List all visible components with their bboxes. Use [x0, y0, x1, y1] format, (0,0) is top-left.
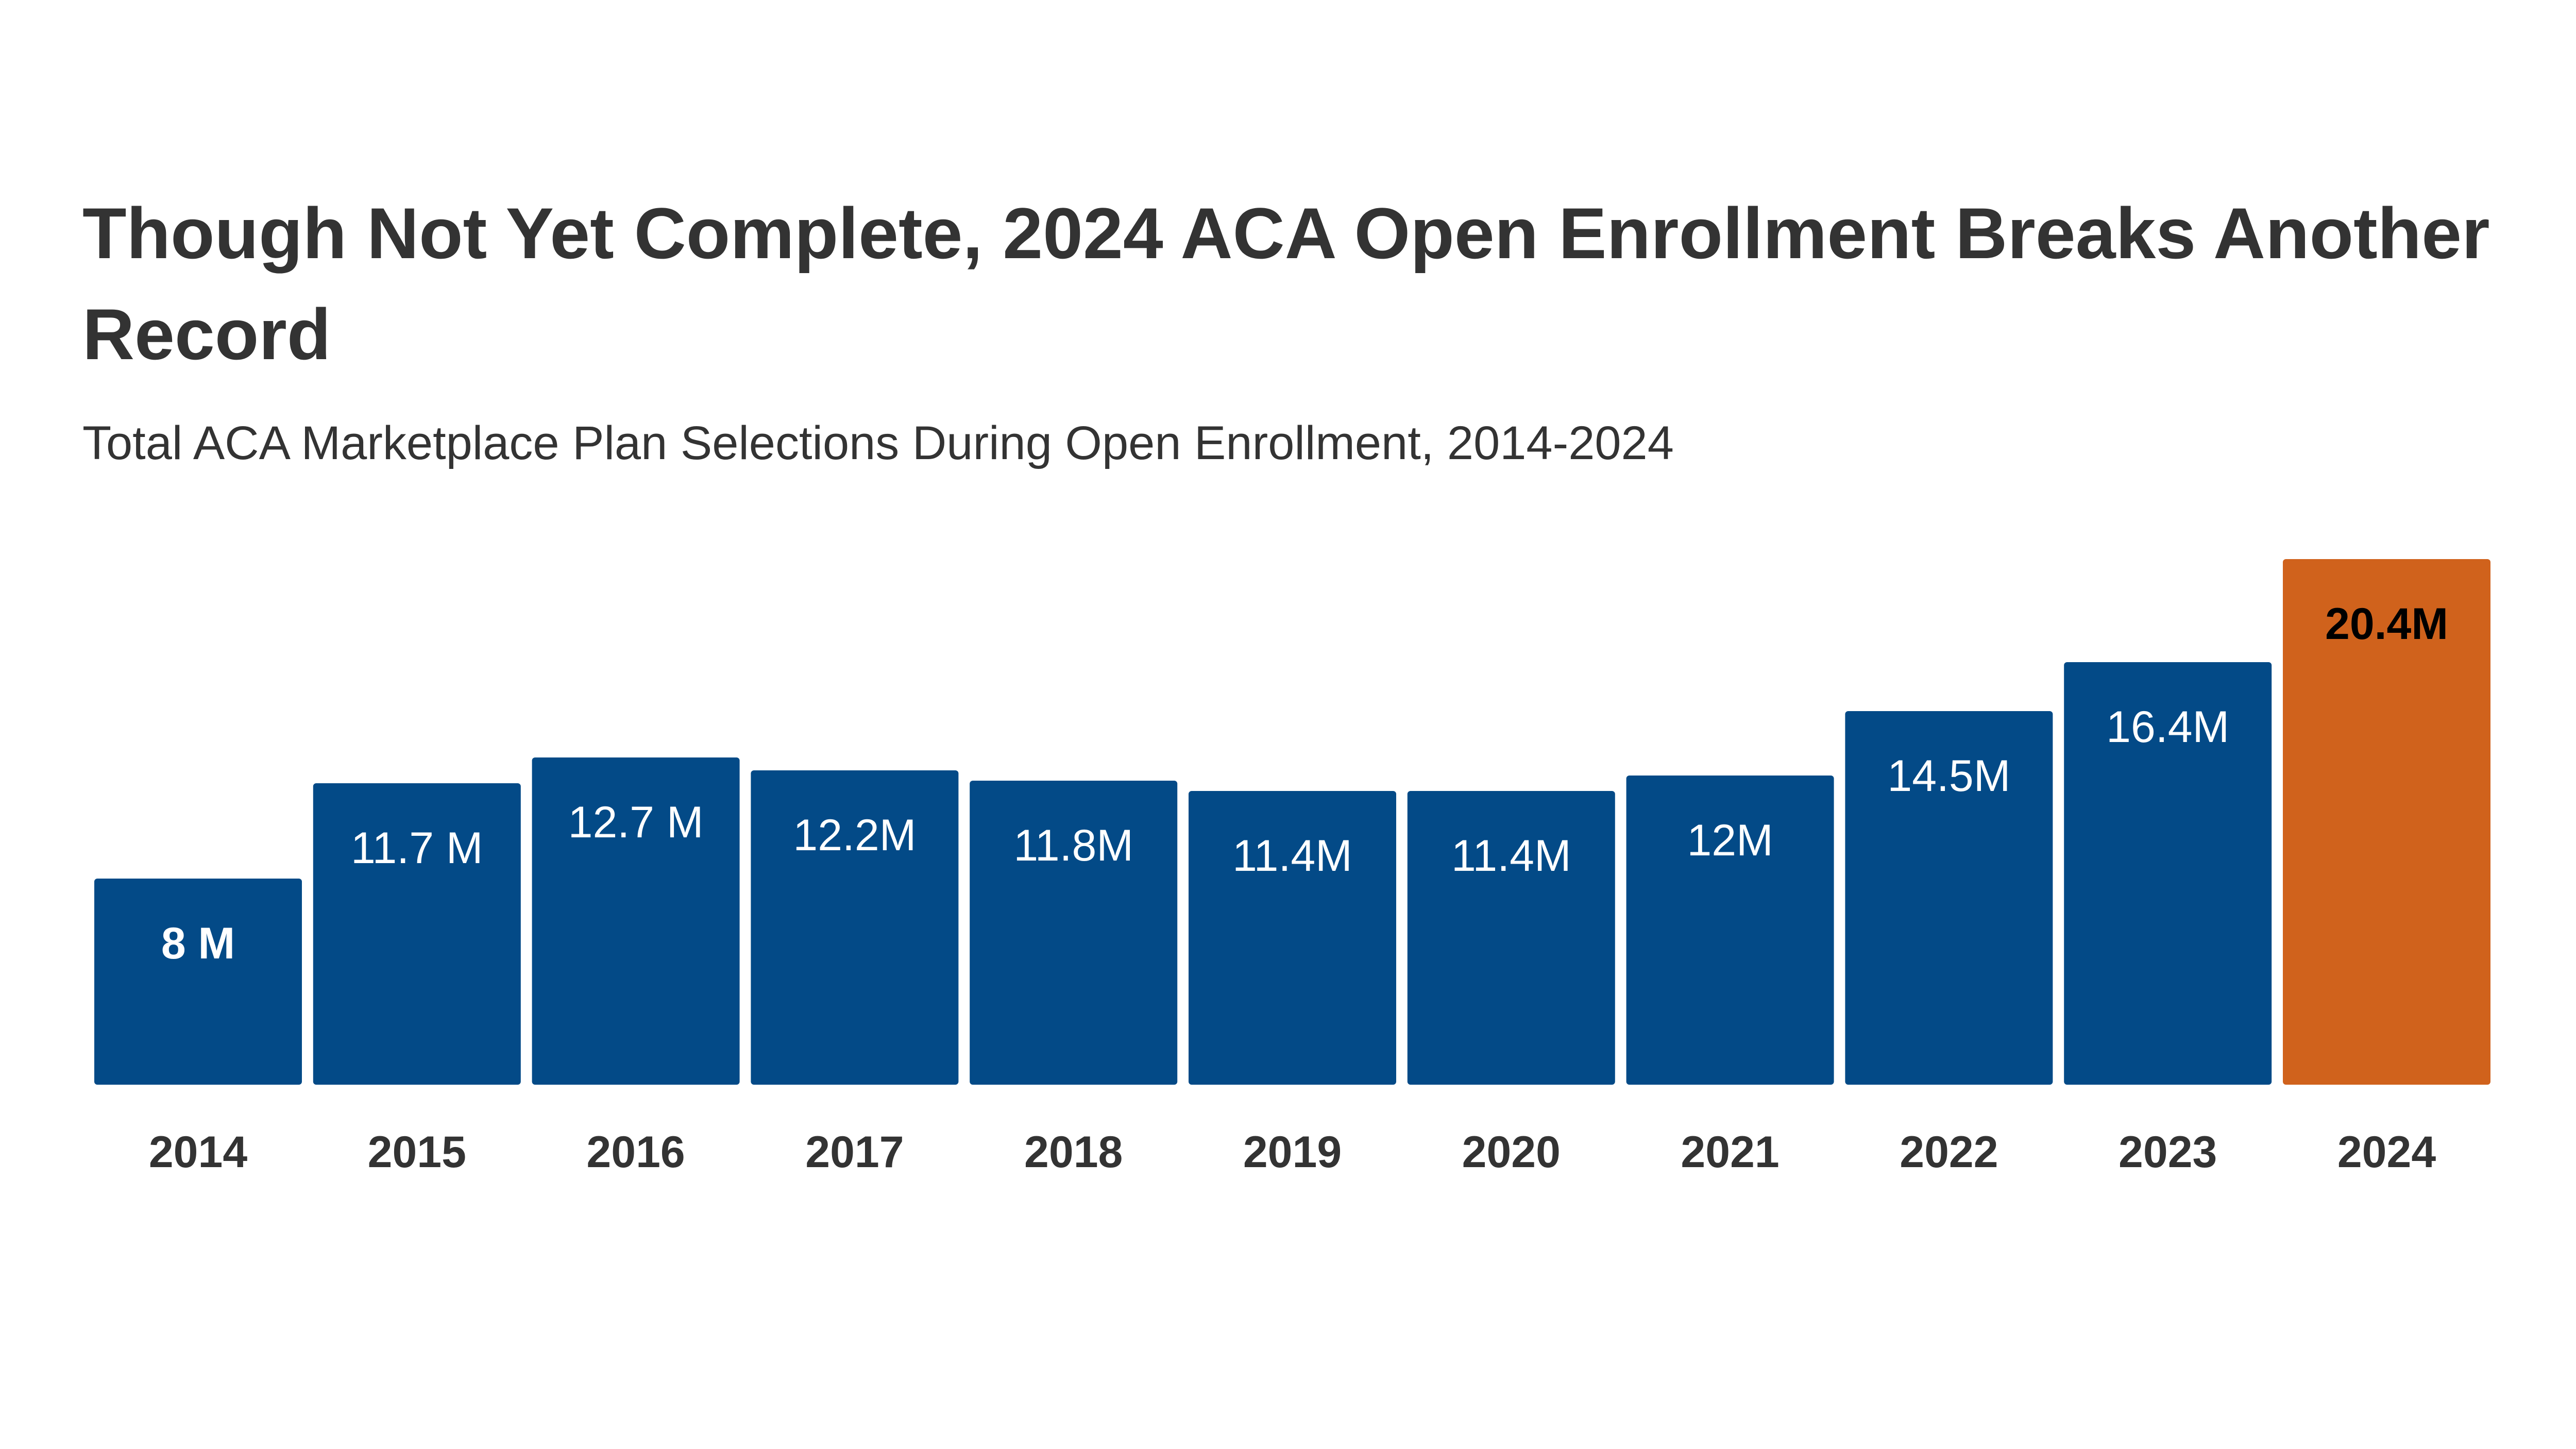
x-tick-label-2024: 2024 — [2337, 1127, 2436, 1177]
x-axis-tick-labels: 2014 2015 2016 2017 2018 2019 2020 2021 2022 2023… — [149, 1127, 2436, 1177]
bar-value-label-2022: 14.5M — [1887, 751, 2010, 801]
bar-value-label-2017: 12.2M — [793, 811, 916, 860]
bar-value-label-2023: 16.4M — [2106, 702, 2229, 752]
x-tick-label-2019: 2019 — [1243, 1127, 1342, 1177]
bar-value-label-2019: 11.4M — [1232, 831, 1352, 881]
bar-value-label-2018: 11.8M — [1013, 821, 1133, 870]
x-tick-label-2016: 2016 — [586, 1127, 685, 1177]
bar-2020 — [1407, 791, 1615, 1085]
chart-title: Though Not Yet Complete, 2024 ACA Open E… — [82, 193, 2490, 375]
x-tick-label-2021: 2021 — [1681, 1127, 1779, 1177]
bar-2014 — [94, 879, 302, 1085]
x-tick-label-2018: 2018 — [1024, 1127, 1123, 1177]
bars-group — [94, 559, 2490, 1085]
value-labels-group: 8 M 11.7 M 12.7 M 12.2M 11.8M 11.4M 11.4M 12M 14… — [161, 599, 2448, 968]
bar-2023 — [2064, 662, 2272, 1085]
bar-2016 — [532, 757, 740, 1085]
x-tick-label-2020: 2020 — [1462, 1127, 1561, 1177]
bar-2021 — [1626, 776, 1834, 1085]
bar-2018 — [970, 781, 1178, 1085]
bar-2017 — [751, 770, 959, 1085]
bar-value-label-2021: 12M — [1687, 816, 1773, 865]
bar-value-label-2020: 11.4M — [1451, 831, 1571, 881]
x-tick-label-2023: 2023 — [2119, 1127, 2217, 1177]
bar-value-label-2015: 11.7 M — [351, 823, 483, 873]
x-tick-label-2014: 2014 — [149, 1127, 247, 1177]
bar-2019 — [1189, 791, 1396, 1085]
bar-value-label-2016: 12.7 M — [568, 798, 704, 847]
bar-2015 — [313, 783, 521, 1085]
x-tick-label-2022: 2022 — [1900, 1127, 1998, 1177]
chart-subtitle: Total ACA Marketplace Plan Selections Du… — [82, 417, 1674, 469]
bar-value-label-2024: 20.4M — [2325, 599, 2448, 649]
bar-2022 — [1845, 711, 2053, 1085]
x-tick-label-2015: 2015 — [368, 1127, 466, 1177]
bar-2024 — [2283, 559, 2490, 1085]
x-tick-label-2017: 2017 — [805, 1127, 904, 1177]
bar-value-label-2014: 8 M — [161, 919, 235, 968]
